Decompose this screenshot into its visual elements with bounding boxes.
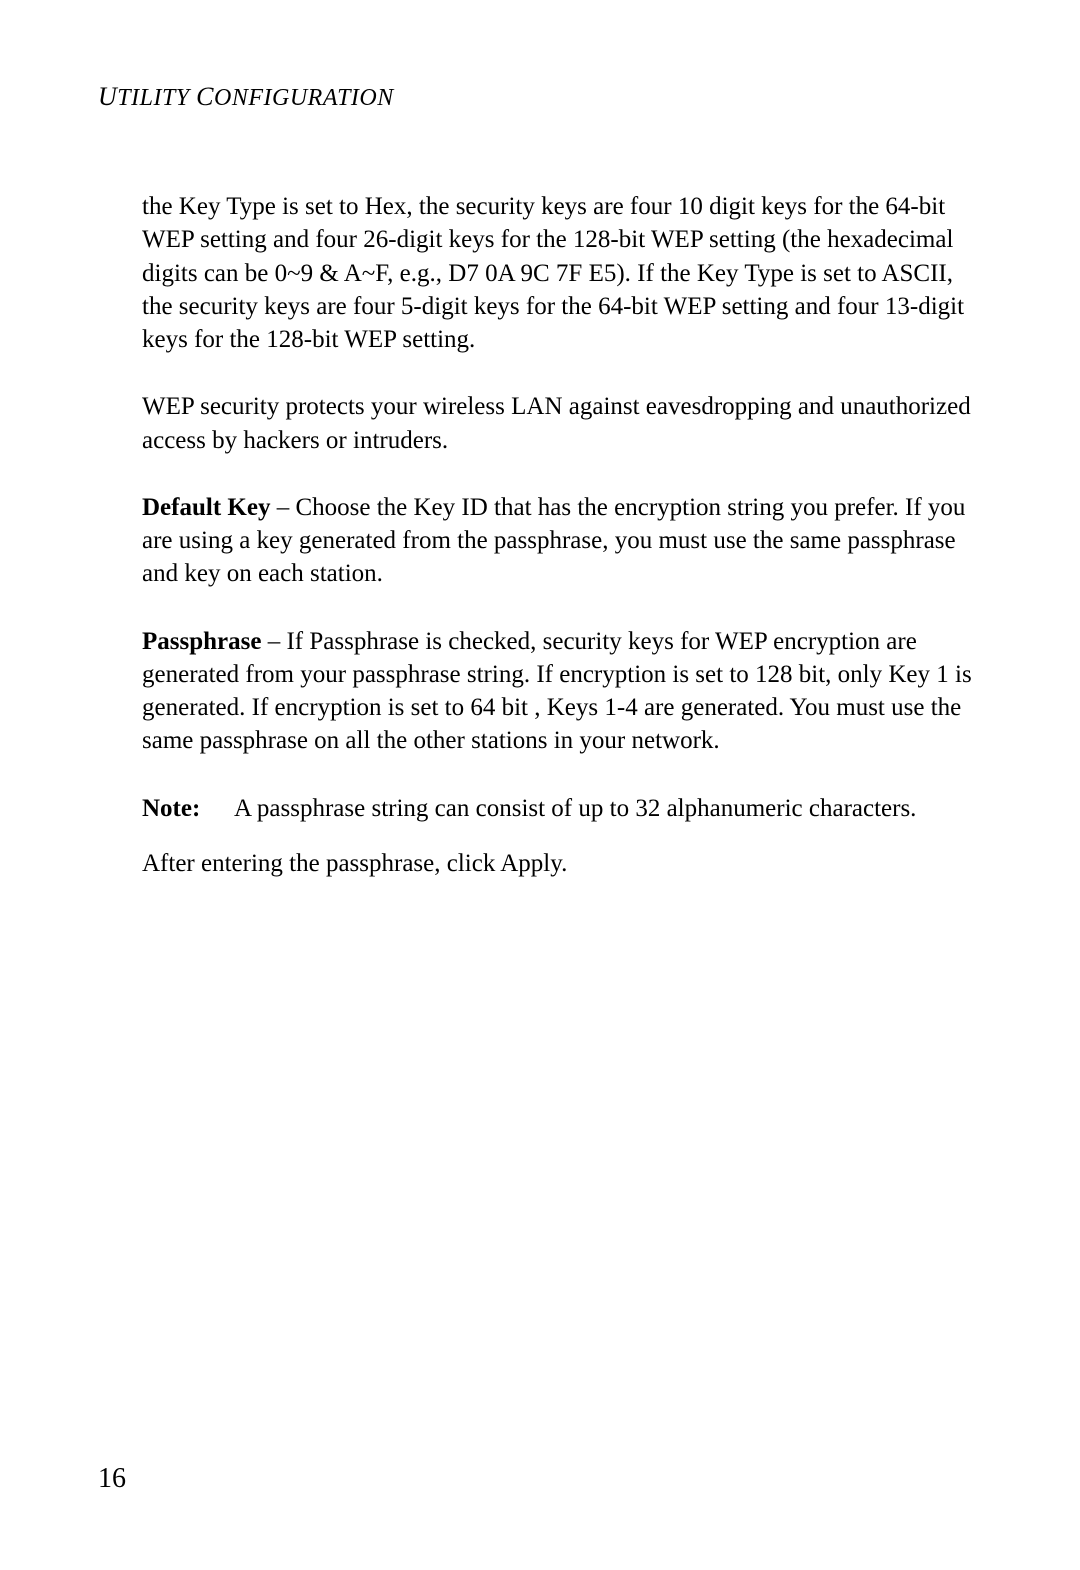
- header-cap-2: C: [196, 82, 214, 111]
- paragraph-2: WEP security protects your wireless LAN …: [142, 390, 974, 457]
- paragraph-4: Passphrase – If Passphrase is checked, s…: [142, 625, 974, 758]
- page-header: UTILITY CONFIGURATION: [98, 82, 982, 112]
- paragraph-5: After entering the passphrase, click App…: [142, 847, 974, 880]
- passphrase-text: – If Passphrase is checked, security key…: [142, 628, 972, 755]
- default-key-label: Default Key: [142, 494, 270, 521]
- content-area: the Key Type is set to Hex, the security…: [98, 190, 982, 880]
- note-text: A passphrase string can consist of up to…: [234, 792, 974, 825]
- passphrase-label: Passphrase: [142, 628, 261, 655]
- note-block: Note: A passphrase string can consist of…: [142, 792, 974, 825]
- document-page: UTILITY CONFIGURATION the Key Type is se…: [0, 0, 1080, 1570]
- header-small-1: TILITY: [117, 85, 196, 111]
- note-label: Note:: [142, 792, 234, 825]
- paragraph-3: Default Key – Choose the Key ID that has…: [142, 491, 974, 591]
- paragraph-1: the Key Type is set to Hex, the security…: [142, 190, 974, 356]
- header-cap-1: U: [98, 82, 117, 111]
- header-small-2: ONFIGURATION: [214, 85, 394, 111]
- page-number: 16: [98, 1463, 126, 1495]
